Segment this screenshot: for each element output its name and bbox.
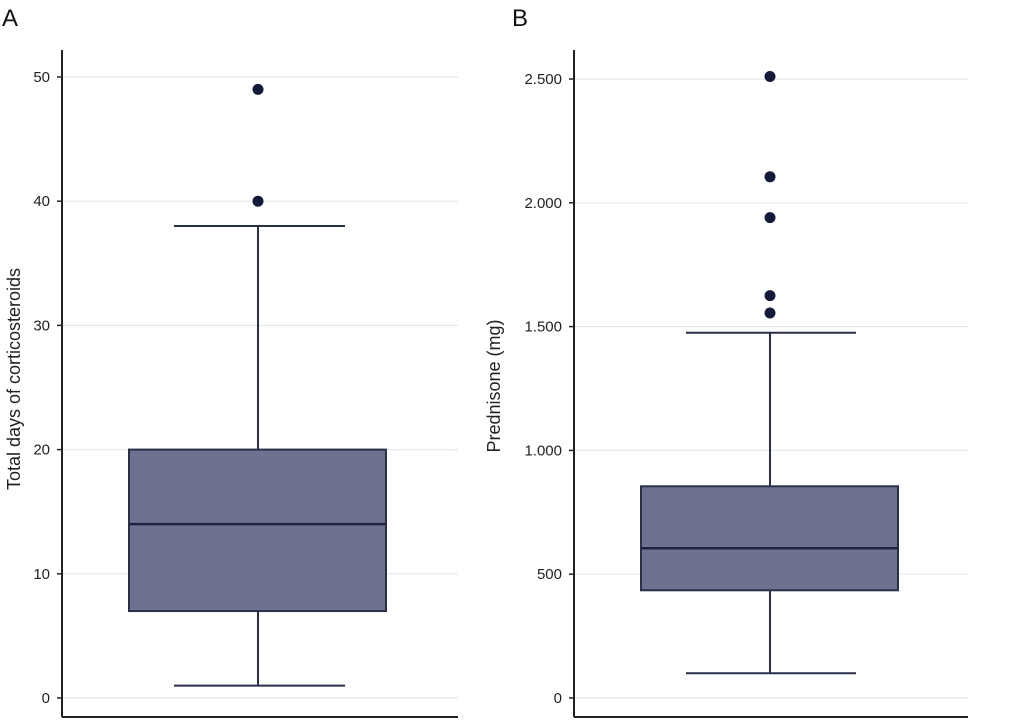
panel-a-y-tick-label: 40 — [33, 193, 50, 210]
panel-a-y-tick-label: 50 — [33, 69, 50, 86]
panel-a-y-tick-label: 0 — [42, 690, 50, 707]
panel-b-y-axis-title: Prednisone (mg) — [484, 319, 504, 452]
panel-a-y-tick-label: 20 — [33, 442, 50, 459]
panel-b: B Prednisone (mg) 0 500 1.000 1.500 2.000 2.5… — [484, 5, 968, 718]
panel-a-y-tick-label: 30 — [33, 317, 50, 334]
panel-b-y-tick-label: 500 — [537, 566, 562, 583]
panel-b-label: B — [512, 5, 528, 32]
panel-a-outlier-point — [252, 195, 264, 207]
panel-b-plot — [640, 71, 899, 675]
panel-b-outlier-point — [764, 71, 776, 83]
panel-a-y-axis-title: Total days of corticosteroids — [4, 268, 24, 490]
panel-a-label: A — [2, 5, 18, 32]
panel-b-y-ticks: 0 500 1.000 1.500 2.000 2.500 — [524, 71, 574, 707]
panel-a: A Total days of corticosteroids 0 10 20 30 4… — [2, 5, 458, 718]
panel-b-outlier-point — [764, 290, 776, 302]
panel-b-y-tick-label: 1.000 — [524, 442, 562, 459]
panel-b-outlier-point — [764, 212, 776, 224]
panel-a-y-tick-label: 10 — [33, 566, 50, 583]
panel-a-y-ticks: 0 10 20 30 40 50 — [33, 69, 62, 707]
panel-a-plot — [128, 83, 387, 687]
panel-b-outlier-point — [764, 171, 776, 183]
panel-b-iqr-box — [640, 485, 899, 592]
panel-b-y-tick-label: 0 — [554, 690, 562, 707]
panel-b-y-tick-label: 2.500 — [524, 71, 562, 88]
panel-b-y-tick-label: 2.000 — [524, 195, 562, 212]
panel-a-outlier-point — [252, 83, 264, 95]
panel-b-outlier-point — [764, 307, 776, 319]
panel-b-y-tick-label: 1.500 — [524, 319, 562, 336]
panel-a-iqr-box — [128, 448, 387, 613]
